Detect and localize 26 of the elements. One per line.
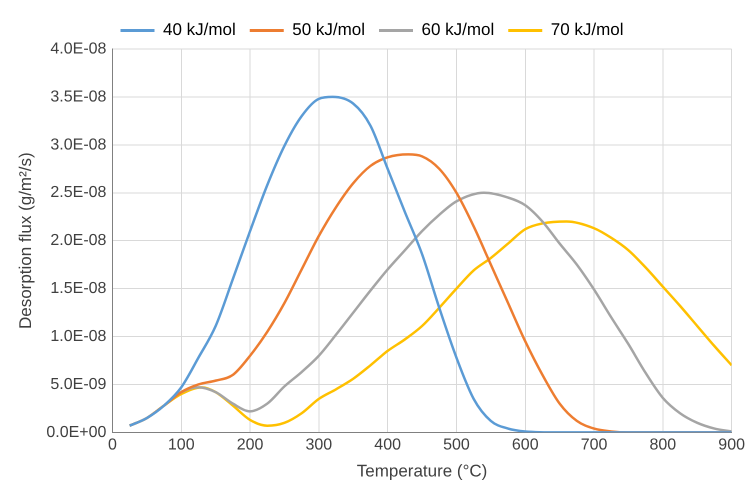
legend-label: 50 kJ/mol [292, 20, 365, 40]
y-tick-label: 4.0E-08 [50, 40, 107, 58]
y-tick-label: 3.5E-08 [50, 88, 107, 106]
x-tick-label: 400 [374, 436, 402, 454]
y-tick-label: 1.0E-08 [50, 328, 107, 345]
x-tick-label: 300 [306, 436, 332, 454]
y-tick-label: 5.0E-09 [50, 376, 107, 393]
y-axis-title: Desorption flux (g/m²/s) [16, 152, 35, 330]
x-tick-label: 800 [650, 436, 676, 454]
y-tick-label: 0.0E+00 [46, 424, 107, 441]
y-tick-label: 2.5E-08 [50, 184, 107, 202]
x-tick-label: 500 [443, 436, 470, 454]
line-series [128, 96, 732, 432]
legend-label: 60 kJ/mol [422, 20, 494, 40]
legend-label: 40 kJ/mol [163, 20, 236, 40]
x-tick-label: 600 [512, 436, 539, 454]
x-tick-label: 200 [236, 436, 264, 454]
x-tick-label: 0 [108, 436, 117, 454]
x-tick-label: 700 [580, 436, 608, 454]
y-tick-label: 3.0E-08 [50, 136, 107, 154]
legend-label: 70 kJ/mol [550, 20, 624, 40]
x-tick-label: 100 [168, 436, 195, 454]
y-tick-label: 2.0E-08 [50, 232, 107, 250]
y-tick-label: 1.5E-08 [50, 280, 107, 298]
x-tick-label: 900 [718, 436, 746, 454]
x-axis-title: Temperature (°C) [356, 461, 488, 480]
